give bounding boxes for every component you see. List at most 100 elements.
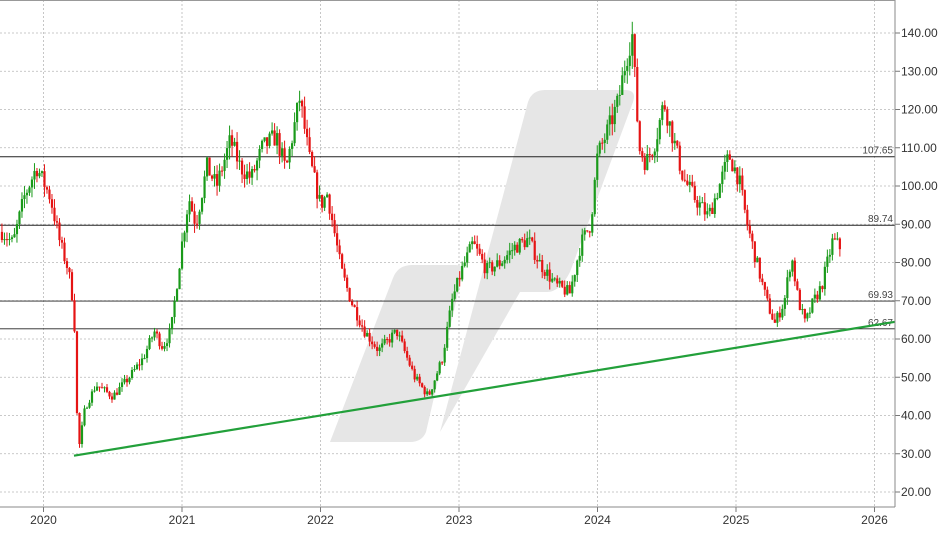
candle-body [591, 214, 594, 233]
candle-body [546, 269, 549, 276]
candle-body [733, 167, 736, 172]
candle [53, 199, 56, 226]
candle [356, 301, 359, 327]
candle-body [366, 332, 369, 337]
axes: 20.00 30.00 40.00 50.00 60.00 70.00 80.00 90.00… [0, 0, 938, 527]
candle-body [593, 179, 596, 215]
candle [110, 392, 114, 403]
candle-body [213, 174, 216, 179]
candle [446, 321, 449, 351]
candle [573, 274, 576, 287]
candle-body [566, 285, 569, 295]
candle-body [806, 313, 809, 319]
x-tick-label: 2023 [446, 513, 473, 527]
candle [15, 219, 19, 243]
candle-body [643, 157, 646, 170]
candle [40, 170, 44, 177]
candle-body [601, 142, 604, 144]
candle [518, 237, 521, 255]
candle [223, 153, 226, 179]
candle [348, 287, 351, 303]
candle [548, 262, 551, 290]
candle [188, 194, 191, 223]
candle-body [223, 159, 226, 171]
candle [568, 281, 571, 294]
candle [448, 305, 451, 328]
candle [285, 159, 289, 163]
candle [190, 197, 194, 212]
candle-body [70, 272, 74, 301]
candle [426, 388, 429, 397]
candle [698, 195, 701, 216]
candle [493, 266, 496, 277]
candle [718, 183, 721, 199]
candle [125, 375, 129, 387]
candle [263, 137, 266, 143]
candle [643, 153, 646, 175]
candle-body [531, 237, 534, 241]
candle-body [303, 106, 306, 129]
candle [28, 185, 31, 196]
candle-body [253, 169, 256, 171]
candle-body [228, 135, 231, 149]
candle [666, 106, 669, 134]
candle [313, 156, 316, 173]
candle-body [260, 140, 264, 149]
candle-body [83, 408, 86, 426]
candle [90, 389, 94, 406]
candle [80, 421, 84, 448]
candle-body [58, 222, 61, 241]
candle [803, 308, 806, 323]
candle [165, 338, 169, 352]
candle-body [28, 187, 31, 193]
candle [163, 341, 166, 352]
candle-body [250, 169, 254, 178]
candle [483, 252, 486, 279]
candle [746, 204, 749, 231]
candle-body [376, 346, 379, 351]
candle-body [326, 194, 329, 198]
candle-body [110, 396, 114, 400]
candle-body [308, 137, 311, 152]
candle [421, 382, 424, 388]
candle [533, 232, 536, 264]
candle-body [408, 357, 411, 366]
candle-body [210, 175, 214, 179]
candle-body [456, 277, 459, 292]
candle-body [180, 241, 184, 269]
candle-body [586, 230, 589, 232]
y-tick-label: 30.00 [901, 447, 931, 461]
candle-body [155, 331, 159, 334]
candle-body [508, 250, 511, 256]
candle-body [270, 130, 274, 134]
candle-body [140, 358, 144, 366]
candle [95, 382, 99, 392]
candle-body [275, 133, 279, 146]
candle-body [288, 148, 291, 163]
candle [408, 354, 411, 367]
candle [593, 177, 596, 217]
candle-body [451, 298, 454, 311]
candle-body [813, 294, 816, 299]
candle [831, 233, 834, 261]
candle [531, 236, 534, 243]
candle-body [165, 343, 169, 346]
candle-body [471, 241, 474, 245]
candle-body [486, 263, 489, 274]
candle-body [301, 100, 304, 107]
candle-body [828, 254, 831, 257]
candle [20, 192, 24, 218]
candle [253, 164, 256, 173]
candle [30, 176, 34, 198]
candle [528, 229, 531, 245]
candle-body [160, 346, 164, 349]
candle [270, 122, 274, 136]
candle [498, 255, 501, 270]
candle [626, 58, 629, 84]
candle-body [696, 199, 699, 208]
candle-body [728, 154, 731, 160]
candle-body [808, 312, 811, 314]
candle-body [285, 160, 289, 163]
candle-body [683, 179, 686, 181]
candle [743, 189, 746, 214]
